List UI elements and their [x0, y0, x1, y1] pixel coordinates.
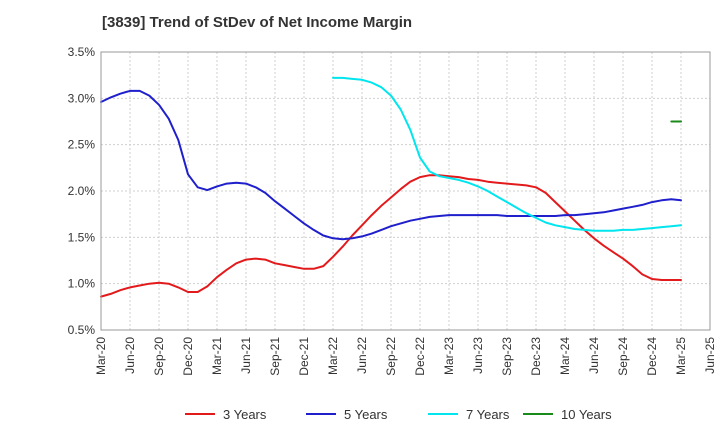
- plot-frame: [100, 51, 711, 331]
- x-tick-label: Jun-24: [587, 337, 601, 374]
- y-tick-label: 2.0%: [68, 184, 96, 198]
- x-tick-label: Mar-24: [558, 337, 572, 375]
- grid-lines: [100, 51, 711, 331]
- legend-label: 7 Years: [466, 407, 510, 422]
- y-tick-label: 1.5%: [68, 230, 96, 244]
- series-lines: [100, 76, 682, 298]
- x-tick-label: Dec-24: [645, 337, 659, 376]
- y-tick-label: 2.5%: [68, 138, 96, 152]
- x-tick-label: Dec-20: [181, 337, 195, 376]
- x-tick-label: Sep-21: [268, 337, 282, 376]
- y-tick-label: 0.5%: [68, 323, 96, 337]
- x-tick-label: Mar-23: [442, 337, 456, 375]
- x-tick-label: Sep-22: [384, 337, 398, 376]
- legend: 3 Years 5 Years 7 Years 10 Years: [185, 407, 612, 422]
- chart-title: [3839] Trend of StDev of Net Income Marg…: [102, 14, 413, 31]
- x-tick-label: Dec-22: [413, 337, 427, 376]
- series-line-7-years: [332, 76, 682, 232]
- series-line-5-years: [100, 89, 682, 241]
- legend-label: 5 Years: [344, 407, 388, 422]
- x-tick-label: Sep-20: [152, 337, 166, 376]
- y-tick-label: 1.0%: [68, 277, 96, 291]
- x-tick-label: Jun-23: [471, 337, 485, 374]
- x-tick-label: Dec-23: [529, 337, 543, 376]
- x-tick-label: Sep-23: [500, 337, 514, 376]
- y-tick-label: 3.0%: [68, 91, 96, 105]
- x-tick-label: Mar-21: [210, 337, 224, 375]
- x-tick-label: Jun-22: [355, 337, 369, 374]
- x-tick-label: Jun-20: [123, 337, 137, 374]
- x-tick-label: Mar-22: [326, 337, 340, 375]
- legend-label: 10 Years: [561, 407, 612, 422]
- axes: Mar-20 Jun-20 Sep-20 Dec-20 Mar-21 Jun-21 Sep-…: [68, 45, 717, 376]
- x-tick-label: Jun-21: [239, 337, 253, 374]
- legend-label: 3 Years: [223, 407, 267, 422]
- x-tick-label: Dec-21: [297, 337, 311, 376]
- x-tick-label: Jun-25: [703, 337, 717, 374]
- x-tick-label: Mar-25: [674, 337, 688, 375]
- x-tick-label: Mar-20: [94, 337, 108, 375]
- y-tick-label: 3.5%: [68, 45, 96, 59]
- x-tick-label: Sep-24: [616, 337, 630, 376]
